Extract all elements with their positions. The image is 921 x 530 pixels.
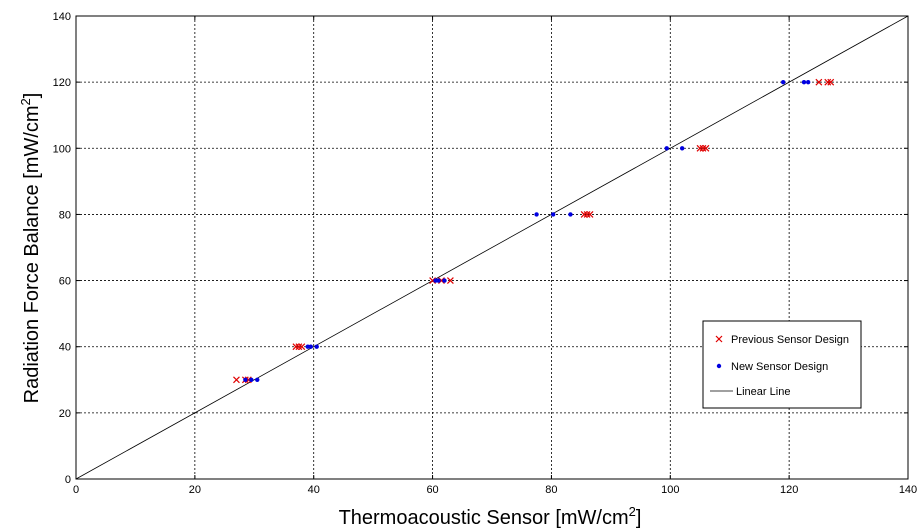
new-sensor-point [255, 377, 260, 382]
legend-marker-dot-icon [716, 363, 722, 369]
previous-sensor-point [295, 343, 303, 351]
previous-sensor-point [438, 277, 445, 284]
previous-sensor-point [702, 144, 710, 152]
new-sensor-point [534, 212, 539, 217]
x-tick-label: 100 [661, 484, 679, 496]
previous-sensor-point [446, 277, 454, 284]
x-tick-label: 140 [899, 484, 917, 496]
previous-sensor-point [244, 376, 252, 384]
y-axis-title-end: ] [21, 93, 43, 99]
x-axis-title-text: Thermoacoustic Sensor [mW/cm [339, 507, 629, 529]
y-tick-label: 140 [53, 11, 71, 23]
x-axis-title-superscript: 2 [629, 504, 636, 519]
y-tick-label: 120 [53, 77, 71, 89]
x-tick-label: 120 [780, 484, 798, 496]
legend-item-linear-line: Linear Line [710, 386, 790, 398]
y-tick-label: 40 [59, 342, 71, 354]
previous-sensor-point [298, 343, 306, 351]
legend-label-previous-sensor: Previous Sensor Design [731, 334, 849, 346]
legend-label-linear-line: Linear Line [736, 386, 790, 398]
data-series [75, 15, 909, 480]
y-axis-title-text: Radiation Force Balance [mW/cm [21, 105, 43, 403]
new-sensor-point [781, 79, 786, 85]
previous-sensor-point [815, 78, 823, 86]
previous-sensor-point [696, 144, 704, 152]
new-sensor-point [249, 377, 254, 382]
plot-area-frame [75, 15, 909, 480]
x-tick-label: 80 [545, 484, 557, 496]
previous-sensor-point [580, 211, 588, 218]
previous-sensor-point [233, 376, 240, 384]
legend-x-mark [715, 335, 723, 343]
x-axis-title-end: ] [636, 507, 642, 529]
y-tick-label: 100 [53, 143, 71, 155]
new-sensor-point [308, 344, 313, 349]
x-tick-label: 60 [426, 484, 438, 496]
new-sensor-point [442, 278, 447, 283]
x-tick-label: 40 [308, 484, 320, 496]
previous-sensor-point [699, 144, 707, 152]
x-tick-label: 20 [189, 484, 201, 496]
previous-sensor-point [292, 343, 300, 351]
previous-sensor-point [429, 277, 436, 284]
legend-label-new-sensor: New Sensor Design [731, 361, 828, 373]
x-axis-title: Thermoacoustic Sensor [mW/cm2] [339, 504, 642, 529]
legend-item-new-sensor: New Sensor Design [716, 361, 828, 373]
new-sensor-point [551, 212, 556, 217]
legend: Previous Sensor Design New Sensor Design… [702, 320, 862, 409]
x-tick-label: 0 [73, 484, 79, 496]
new-sensor-point [801, 79, 807, 85]
new-sensor-point [679, 146, 685, 151]
legend-dot-mark [716, 363, 722, 369]
axis-ticks: 0 20 40 60 80 100 120 140 0 20 40 60 80 100 120 140 [53, 11, 918, 496]
previous-sensor-point [827, 78, 835, 86]
y-tick-label: 0 [65, 474, 71, 486]
y-tick-label: 80 [59, 209, 71, 221]
previous-sensor-point [824, 78, 832, 86]
new-sensor-point [664, 146, 669, 151]
new-sensor-point [243, 377, 248, 382]
legend-box [702, 320, 862, 409]
new-sensor-point [568, 212, 573, 217]
y-tick-label: 20 [59, 408, 71, 420]
legend-marker-x-icon [715, 335, 723, 343]
y-axis-title: Radiation Force Balance [mW/cm2] [18, 93, 43, 404]
y-tick-label: 60 [59, 276, 71, 288]
previous-sensor-point [583, 211, 591, 218]
legend-item-previous-sensor: Previous Sensor Design [715, 334, 849, 346]
previous-sensor-point [586, 211, 594, 218]
new-sensor-point [436, 278, 441, 283]
new-sensor-point [805, 79, 811, 85]
new-sensor-point [314, 344, 319, 349]
y-axis-title-superscript: 2 [18, 98, 33, 105]
grid-lines [76, 16, 908, 479]
linear-line [75, 15, 909, 480]
